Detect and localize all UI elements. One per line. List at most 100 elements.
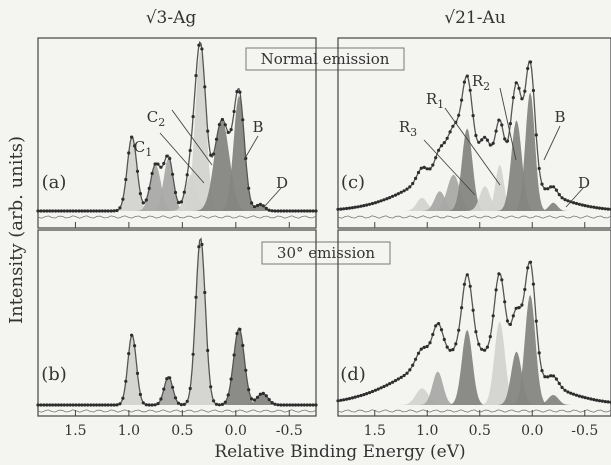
data-point (106, 209, 110, 213)
data-point (557, 381, 561, 386)
data-point (517, 86, 521, 90)
data-point (425, 167, 429, 171)
data-point (133, 144, 137, 148)
data-point (188, 148, 192, 153)
data-point (103, 209, 107, 213)
data-point (434, 156, 438, 160)
data-point (531, 282, 536, 286)
data-point (405, 187, 409, 191)
data-point (382, 198, 386, 202)
data-point (100, 209, 104, 213)
data-point (491, 141, 495, 145)
data-point (577, 394, 582, 398)
data-point (439, 328, 444, 332)
plot-frame (337, 229, 611, 417)
data-point (408, 185, 412, 189)
data-point (431, 332, 435, 337)
component-peak (338, 395, 611, 405)
plot-frame (337, 37, 611, 229)
data-point (500, 123, 504, 127)
annotation-leader (171, 109, 213, 166)
panel-label: (b) (41, 364, 67, 385)
component-peak (338, 202, 611, 211)
data-point (94, 209, 99, 213)
data-point (425, 344, 429, 349)
data-point (537, 166, 541, 171)
data-point (546, 375, 550, 379)
component-peak (38, 393, 316, 405)
data-point (560, 385, 564, 390)
data-point (48, 403, 52, 407)
data-point (203, 85, 207, 89)
data-point (115, 403, 119, 407)
data-point (212, 152, 216, 156)
data-point (540, 182, 544, 186)
data-point (273, 209, 277, 213)
data-point (209, 153, 213, 157)
data-point (194, 74, 198, 78)
data-point (408, 368, 412, 372)
data-point (54, 209, 58, 213)
data-point (279, 403, 283, 407)
data-point (36, 209, 40, 213)
annotation-leader (159, 132, 205, 184)
data-point (589, 397, 593, 401)
panel-label: (a) (42, 172, 67, 193)
data-point (347, 206, 352, 210)
data-point (528, 60, 533, 64)
data-point (39, 209, 43, 213)
data-point (241, 118, 245, 122)
data-point (448, 348, 452, 352)
data-point (368, 202, 372, 206)
data-point (106, 403, 110, 407)
component-peak (338, 329, 611, 405)
data-point (505, 319, 510, 323)
data-point (54, 403, 58, 407)
component-peak (338, 128, 611, 211)
data-point (534, 133, 538, 137)
data-point (203, 290, 207, 295)
data-point (42, 209, 46, 213)
data-point (261, 391, 265, 395)
data-point (273, 402, 277, 406)
data-point (282, 209, 286, 213)
data-point (74, 209, 78, 213)
data-point (94, 403, 99, 407)
data-point (336, 399, 340, 403)
data-point (508, 122, 512, 126)
data-point (197, 43, 201, 47)
data-point (365, 203, 369, 207)
data-point (526, 66, 530, 71)
data-point (80, 209, 84, 213)
data-point (477, 140, 481, 144)
data-point (68, 403, 72, 407)
data-point (112, 209, 116, 213)
data-point (276, 209, 280, 213)
data-point (314, 209, 318, 213)
data-point (523, 89, 527, 93)
component-peak (38, 328, 316, 405)
data-point (600, 399, 605, 403)
component-peak (38, 335, 316, 405)
data-point (165, 154, 169, 158)
data-point (223, 123, 227, 127)
data-point (77, 209, 81, 213)
data-point (252, 398, 257, 402)
data-point (359, 393, 363, 398)
data-point (416, 170, 421, 175)
data-point (437, 322, 441, 326)
data-point (595, 206, 599, 210)
data-point (288, 209, 292, 213)
data-point (471, 114, 475, 118)
data-point (279, 209, 283, 213)
panel-label: (c) (341, 172, 365, 193)
residual-line (337, 215, 611, 219)
data-point (549, 374, 553, 378)
x-axis-label: Relative Binding Energy (eV) (214, 442, 465, 462)
data-point (147, 186, 151, 190)
data-point (405, 371, 409, 375)
data-point (100, 403, 104, 407)
data-point (71, 209, 75, 213)
x-tick-label: -0.5 (571, 423, 598, 439)
data-point (554, 188, 559, 192)
